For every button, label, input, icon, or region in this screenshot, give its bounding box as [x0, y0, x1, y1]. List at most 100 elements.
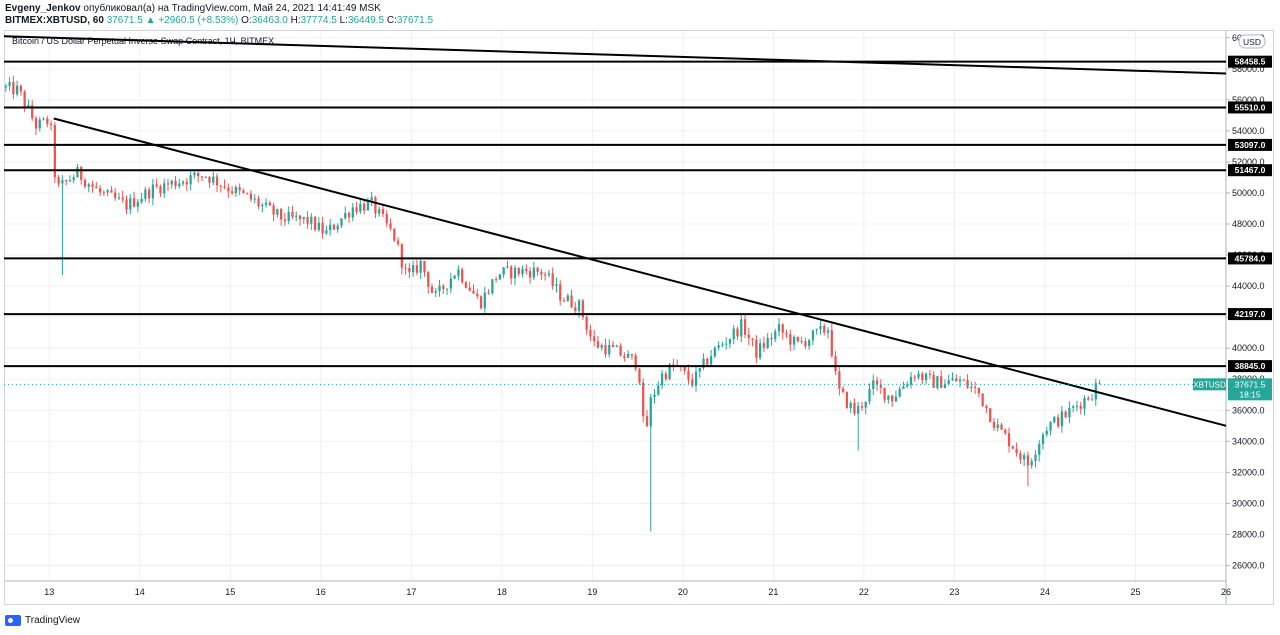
candle	[996, 418, 999, 432]
level-price-tag	[1228, 252, 1272, 265]
candle	[57, 174, 60, 188]
candle-body	[879, 384, 882, 388]
candle-body	[562, 300, 566, 302]
x-tick-label: 19	[587, 587, 597, 597]
candle-body	[336, 225, 339, 230]
candle-body	[608, 344, 611, 355]
candle	[83, 177, 87, 189]
candle-body	[355, 207, 358, 212]
author-name[interactable]: Evgeny_Jenkov	[5, 3, 81, 14]
candle	[1045, 426, 1048, 438]
candle-body	[1019, 453, 1022, 460]
candle-body	[702, 358, 705, 368]
price-chart[interactable]: 26000.0 28000.0 30000.0 32000.0 34000.0 36000…	[3, 30, 1274, 605]
candle	[362, 199, 366, 215]
candle-body	[15, 85, 19, 95]
candle-body	[272, 205, 275, 215]
candle-body	[766, 337, 769, 348]
candle-body	[204, 176, 207, 178]
candle-body	[268, 202, 271, 206]
candle-body	[461, 269, 464, 283]
candle	[72, 174, 75, 184]
candle-body	[510, 266, 513, 279]
candle	[1090, 394, 1094, 401]
candle	[129, 194, 132, 215]
level-price-label: 55510.0	[1235, 102, 1266, 112]
candle	[747, 327, 750, 345]
candle	[909, 372, 913, 389]
x-tick-label: 18	[497, 587, 507, 597]
candle-body	[445, 288, 449, 290]
candle	[238, 183, 241, 196]
candle-body	[777, 324, 781, 332]
candle	[102, 190, 106, 196]
candle	[917, 370, 920, 380]
candle	[834, 350, 837, 376]
candle-body	[415, 265, 419, 273]
candle	[691, 373, 694, 388]
candle-body	[940, 376, 943, 389]
candle	[215, 173, 219, 192]
candle	[200, 176, 204, 182]
candle	[479, 295, 483, 310]
y-tick-label: 34000.0	[1232, 436, 1265, 446]
candle	[329, 219, 332, 236]
candle-body	[604, 345, 607, 355]
grid-lines	[4, 30, 1227, 581]
candle	[306, 211, 309, 229]
candle-body	[1011, 446, 1014, 449]
candle-body	[234, 187, 238, 194]
candle-body	[611, 344, 615, 347]
candle	[412, 260, 415, 277]
chart-area[interactable]: 26000.0 28000.0 30000.0 32000.0 34000.0 36000…	[3, 30, 1274, 605]
y-tick-label: 32000.0	[1232, 467, 1265, 477]
candle-body	[845, 391, 849, 408]
candle	[185, 177, 188, 192]
candle-body	[1056, 417, 1060, 427]
candle	[981, 393, 984, 407]
candle	[1053, 415, 1056, 424]
candle-body	[653, 394, 656, 398]
candle-body	[144, 189, 147, 199]
candle-body	[223, 186, 226, 188]
candle-body	[645, 416, 649, 427]
candle-body	[400, 244, 403, 268]
candle	[725, 337, 728, 350]
candle	[615, 344, 618, 348]
candle-body	[381, 209, 385, 214]
candle	[298, 215, 302, 226]
candle	[928, 369, 931, 379]
candle-body	[619, 345, 622, 356]
y-tick-label: 52000.0	[1232, 157, 1265, 167]
candle	[1030, 458, 1033, 469]
candle-body	[438, 285, 441, 292]
candle-body	[819, 326, 822, 330]
chart-frame	[4, 30, 1274, 605]
candle	[31, 100, 34, 121]
candle	[1023, 452, 1026, 467]
symbol-tag	[1193, 378, 1226, 391]
candle	[638, 367, 641, 385]
candle-body	[559, 284, 562, 301]
candle-body	[442, 285, 445, 289]
candle	[193, 170, 196, 179]
candle	[170, 179, 173, 189]
candle-body	[151, 184, 155, 199]
candle-body	[728, 339, 732, 344]
candle	[894, 390, 898, 403]
candle-body	[721, 344, 724, 346]
candle-body	[344, 212, 347, 219]
candle-body	[989, 408, 992, 422]
candle-body	[412, 265, 415, 273]
candle	[973, 381, 977, 395]
up-arrow-icon: ▲	[145, 15, 156, 26]
candle	[762, 336, 766, 353]
candle	[336, 223, 339, 233]
candle	[163, 178, 166, 199]
candle	[645, 410, 649, 427]
candle	[566, 293, 569, 302]
candle	[295, 211, 298, 222]
candle	[736, 326, 739, 340]
candle	[227, 183, 230, 198]
candle	[815, 328, 818, 335]
